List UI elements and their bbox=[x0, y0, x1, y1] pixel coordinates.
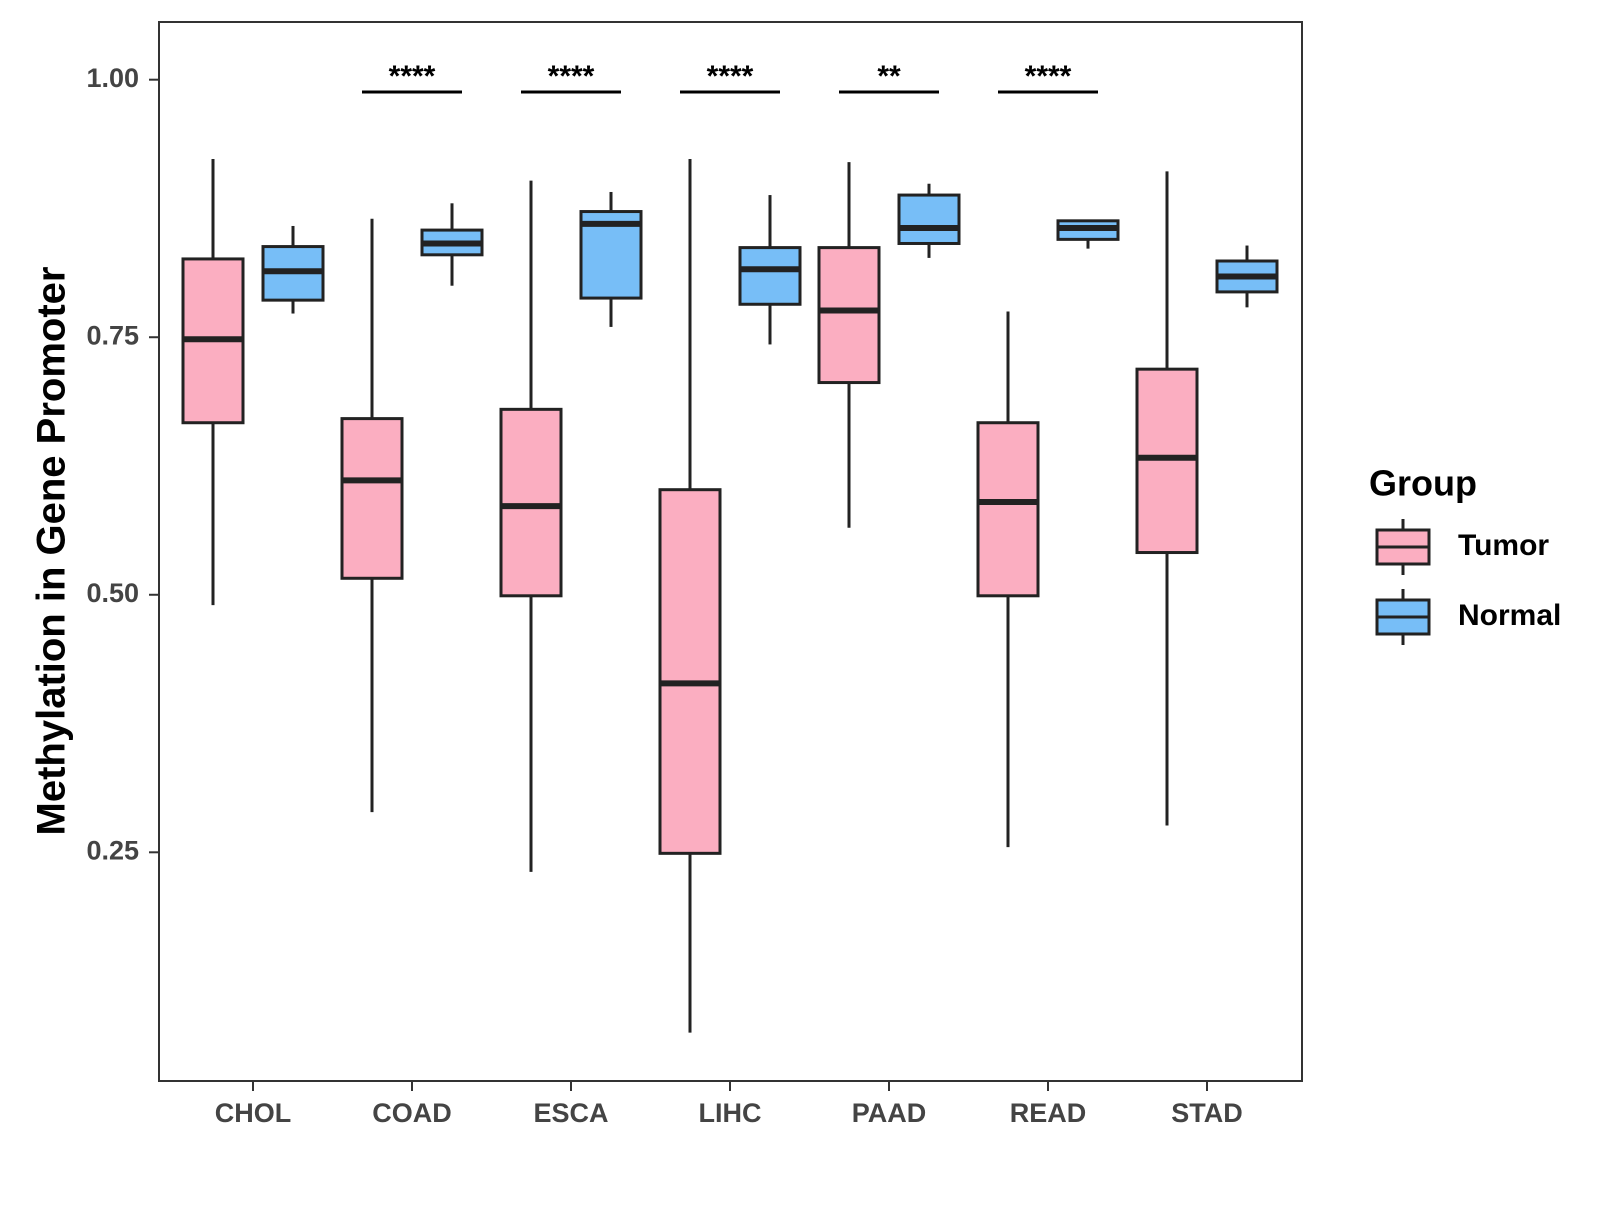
box-read-normal bbox=[1056, 219, 1120, 249]
significance-label: **** bbox=[1025, 60, 1072, 93]
box-esca-tumor bbox=[499, 180, 563, 872]
iqr-box bbox=[340, 417, 404, 580]
legend-item-tumor: Tumor bbox=[1375, 519, 1549, 575]
x-tick-label: CHOL bbox=[215, 1098, 292, 1128]
plot-panel-border bbox=[158, 21, 1303, 1082]
box-chol-tumor bbox=[181, 159, 245, 606]
iqr-box bbox=[897, 193, 961, 245]
x-tick-label: READ bbox=[1010, 1098, 1087, 1128]
iqr-box bbox=[817, 246, 881, 385]
box-stad-tumor bbox=[1135, 171, 1199, 826]
significance-label: **** bbox=[389, 60, 436, 93]
y-tick-label: 0.50 bbox=[86, 578, 139, 608]
y-axis-label: Methylation in Gene Promoter bbox=[30, 267, 74, 836]
legend-label: Normal bbox=[1458, 599, 1561, 632]
box-esca-normal bbox=[579, 191, 643, 327]
significance-label: **** bbox=[707, 60, 754, 93]
significance-esca: **** bbox=[521, 60, 621, 94]
x-tick-label: COAD bbox=[372, 1098, 452, 1128]
x-tick-label: LIHC bbox=[699, 1098, 762, 1128]
significance-label: **** bbox=[548, 60, 595, 93]
box-coad-normal bbox=[420, 203, 484, 286]
significance-read: **** bbox=[998, 60, 1098, 94]
box-paad-normal bbox=[897, 183, 961, 258]
significance-label: ** bbox=[877, 60, 901, 93]
box-lihc-tumor bbox=[658, 159, 722, 1033]
x-tick-label: PAAD bbox=[852, 1098, 927, 1128]
box-series bbox=[181, 159, 1279, 1033]
legend-label: Tumor bbox=[1458, 529, 1549, 562]
iqr-box bbox=[499, 407, 563, 598]
box-coad-tumor bbox=[340, 218, 404, 813]
iqr-box bbox=[976, 421, 1040, 598]
significance-paad: ** bbox=[839, 60, 939, 94]
box-lihc-normal bbox=[738, 195, 802, 345]
significance-lihc: **** bbox=[680, 60, 780, 94]
x-tick-label: STAD bbox=[1171, 1098, 1243, 1128]
y-tick-label: 0.25 bbox=[86, 835, 139, 865]
significance-annotations: **** **** **** ** **** bbox=[362, 60, 1098, 94]
x-axis: CHOL COAD ESCA LIHC PAAD READ STAD bbox=[215, 1081, 1243, 1128]
box-chol-normal bbox=[261, 225, 325, 314]
iqr-box bbox=[738, 246, 802, 306]
series-normal bbox=[261, 183, 1279, 345]
iqr-box bbox=[658, 488, 722, 855]
iqr-box bbox=[1135, 367, 1199, 555]
significance-coad: **** bbox=[362, 60, 462, 94]
y-axis: 0.25 0.50 0.75 1.00 bbox=[86, 63, 159, 865]
legend: Group Tumor Normal bbox=[1369, 463, 1561, 645]
y-tick-label: 1.00 bbox=[86, 63, 139, 93]
y-tick-label: 0.75 bbox=[86, 320, 139, 350]
legend-title: Group bbox=[1369, 463, 1477, 504]
legend-item-normal: Normal bbox=[1375, 589, 1561, 645]
series-tumor bbox=[181, 159, 1199, 1033]
box-stad-normal bbox=[1215, 245, 1279, 308]
box-paad-tumor bbox=[817, 162, 881, 528]
x-tick-label: ESCA bbox=[533, 1098, 608, 1128]
box-read-tumor bbox=[976, 311, 1040, 848]
